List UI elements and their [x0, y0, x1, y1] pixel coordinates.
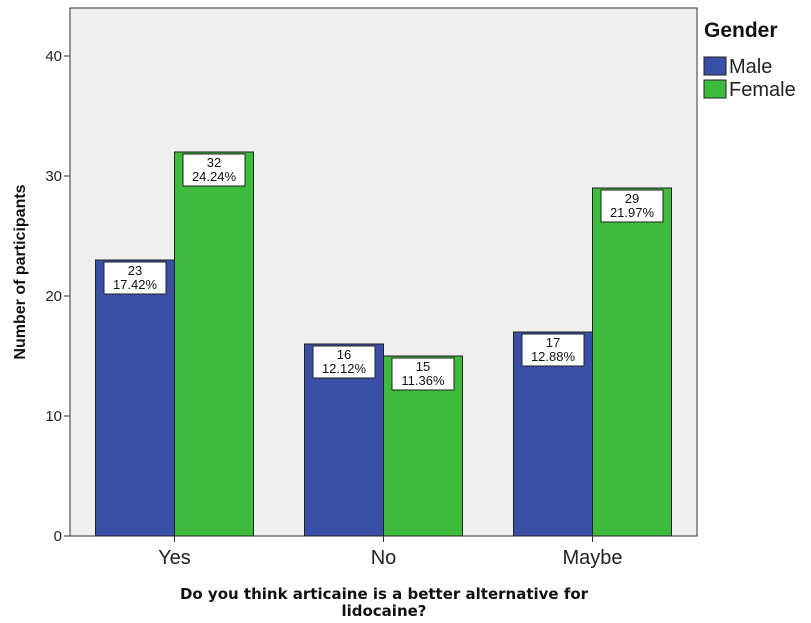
data-label-count: 32: [207, 155, 221, 170]
data-label-count: 16: [337, 347, 351, 362]
data-label-percent: 12.12%: [322, 361, 367, 376]
y-tick-label: 30: [45, 168, 62, 185]
data-label-count: 15: [416, 359, 430, 374]
data-label-box: [103, 261, 167, 295]
bar-female-yes: [174, 151, 254, 537]
data-label-percent: 17.42%: [113, 277, 158, 292]
data-label-percent: 12.88%: [531, 349, 576, 364]
y-axis: 0 10 20 30 40: [45, 48, 70, 545]
legend-swatch-female: [703, 79, 727, 99]
x-axis-title-line-1: Do you think articaine is a better alter…: [180, 585, 589, 603]
y-axis-title: Number of participants: [12, 184, 29, 359]
data-label-box: [182, 153, 246, 187]
data-label-count: 17: [546, 335, 560, 350]
data-label-percent: 21.97%: [610, 205, 655, 220]
data-label-box: [600, 189, 664, 223]
x-tick-label: No: [371, 547, 397, 569]
y-tick-label: 40: [45, 48, 62, 65]
x-tick-label: Maybe: [562, 547, 622, 569]
bar-female-maybe: [592, 187, 672, 537]
legend-swatch-male: [703, 56, 727, 76]
x-axis: Yes No Maybe: [158, 536, 623, 569]
y-tick-label: 10: [45, 408, 62, 425]
x-tick-label: Yes: [158, 547, 191, 569]
data-label-percent: 11.36%: [401, 373, 445, 388]
data-label-count: 29: [625, 191, 639, 206]
legend-label-female: Female: [729, 79, 796, 101]
legend-label-male: Male: [729, 56, 772, 78]
data-label-box: [521, 333, 585, 367]
legend-title: Gender: [704, 19, 778, 42]
data-label-count: 23: [128, 263, 142, 278]
y-tick-label: 20: [45, 288, 62, 305]
bar-male-yes: [95, 259, 175, 537]
y-tick-label: 0: [54, 528, 62, 545]
data-label-percent: 24.24%: [192, 169, 237, 184]
x-axis-title-line-2: lidocaine?: [341, 602, 426, 620]
data-label-box: [312, 345, 376, 379]
data-label-box: [391, 357, 455, 391]
